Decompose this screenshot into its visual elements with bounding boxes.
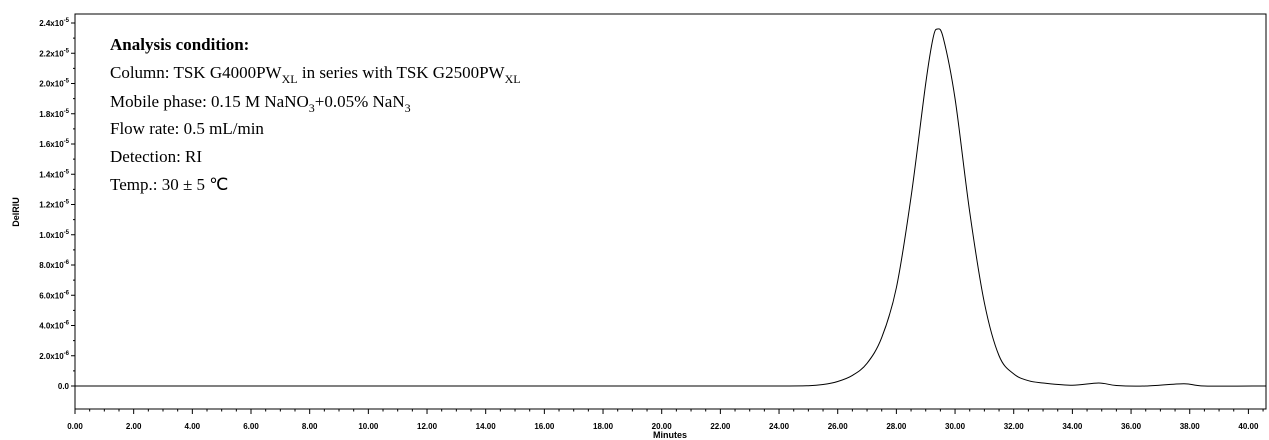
y-tick-label-exponent: -6 <box>64 290 70 296</box>
x-tick-label: 0.00 <box>67 422 83 431</box>
x-tick-label: 8.00 <box>302 422 318 431</box>
annotation-mobile-phase: Mobile phase: 0.15 M NaNO3+0.05% NaN3 <box>110 92 411 115</box>
y-axis-title: DelRIU <box>11 197 21 227</box>
y-tick-label-base: 6.0x10 <box>39 291 64 300</box>
y-tick-label: 4.0x10-6 <box>39 321 69 331</box>
y-tick-label-exponent: -6 <box>64 260 70 266</box>
y-tick-label-exponent: -5 <box>64 79 70 85</box>
x-tick-label: 6.00 <box>243 422 259 431</box>
y-tick-label-base: 1.8x10 <box>39 110 64 119</box>
x-tick-label: 32.00 <box>1004 422 1025 431</box>
y-tick-label-exponent: -5 <box>64 230 70 236</box>
x-tick-label: 12.00 <box>417 422 438 431</box>
x-tick-label: 36.00 <box>1121 422 1142 431</box>
analysis-condition-annotation: Analysis condition: Column: TSK G4000PWX… <box>110 35 521 194</box>
y-tick-label: 1.4x10-5 <box>39 169 69 179</box>
y-tick-label-base: 1.2x10 <box>39 201 64 210</box>
y-tick-label-exponent: -5 <box>64 18 70 24</box>
y-tick-label: 1.6x10-5 <box>39 139 69 149</box>
annotation-flow-rate: Flow rate: 0.5 mL/min <box>110 119 264 138</box>
x-tick-label: 38.00 <box>1180 422 1201 431</box>
y-tick-label-exponent: -5 <box>64 109 70 115</box>
y-tick-label: 0.0 <box>58 382 70 391</box>
y-tick-label-exponent: -6 <box>64 321 70 327</box>
annotation-title: Analysis condition: <box>110 35 249 54</box>
y-tick-label-base: 2.2x10 <box>39 49 64 58</box>
y-tick-label-exponent: -5 <box>64 200 70 206</box>
x-tick-label: 2.00 <box>126 422 142 431</box>
x-tick-label: 18.00 <box>593 422 614 431</box>
y-tick-label: 2.4x10-5 <box>39 18 69 28</box>
x-tick-label: 28.00 <box>886 422 907 431</box>
y-tick-label-base: 0.0 <box>58 382 70 391</box>
x-tick-label: 40.00 <box>1238 422 1259 431</box>
y-tick-label-base: 1.4x10 <box>39 170 64 179</box>
x-tick-label: 24.00 <box>769 422 790 431</box>
y-tick-label: 6.0x10-6 <box>39 290 69 300</box>
y-tick-label-exponent: -6 <box>64 351 70 357</box>
y-tick-label: 2.0x10-5 <box>39 79 69 89</box>
x-tick-label: 22.00 <box>710 422 731 431</box>
x-tick-label: 26.00 <box>828 422 849 431</box>
y-tick-label-base: 2.4x10 <box>39 19 64 28</box>
plot-frame <box>74 13 1267 410</box>
x-tick-label: 4.00 <box>185 422 201 431</box>
x-axis-title: Minutes <box>653 430 687 440</box>
annotation-temperature: Temp.: 30 ± 5 ℃ <box>110 175 228 194</box>
y-tick-label-base: 1.0x10 <box>39 231 64 240</box>
annotation-column: Column: TSK G4000PWXL in series with TSK… <box>110 63 521 86</box>
y-tick-label-exponent: -5 <box>64 48 70 54</box>
x-tick-label: 34.00 <box>1062 422 1083 431</box>
y-tick-label: 1.8x10-5 <box>39 109 69 119</box>
x-tick-label: 20.00 <box>652 422 673 431</box>
x-tick-label: 30.00 <box>945 422 966 431</box>
y-tick-label-base: 1.6x10 <box>39 140 64 149</box>
y-tick-label-exponent: -5 <box>64 169 70 175</box>
y-tick-label: 8.0x10-6 <box>39 260 69 270</box>
y-tick-label-base: 2.0x10 <box>39 80 64 89</box>
y-tick-label-exponent: -5 <box>64 139 70 145</box>
annotation-detection: Detection: RI <box>110 147 202 166</box>
x-tick-label: 16.00 <box>534 422 555 431</box>
y-tick-label: 2.2x10-5 <box>39 48 69 58</box>
x-tick-label: 10.00 <box>358 422 379 431</box>
chromatogram-trace <box>75 28 1267 387</box>
y-axis: 0.02.0x10-64.0x10-66.0x10-68.0x10-61.0x1… <box>39 18 75 391</box>
x-axis: 0.00 2.00 4.00 6.00 8.00 10.00 12.00 14.00 16.00… <box>67 409 1264 431</box>
y-tick-label-base: 4.0x10 <box>39 322 64 331</box>
y-tick-label-base: 8.0x10 <box>39 261 64 270</box>
y-tick-label-base: 2.0x10 <box>39 352 64 361</box>
y-tick-label: 2.0x10-6 <box>39 351 69 361</box>
x-tick-label: 14.00 <box>476 422 497 431</box>
y-tick-label: 1.0x10-5 <box>39 230 69 240</box>
y-tick-label: 1.2x10-5 <box>39 200 69 210</box>
